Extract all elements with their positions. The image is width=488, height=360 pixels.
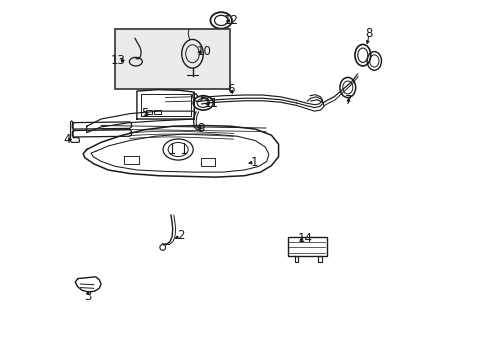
Text: 11: 11	[203, 98, 219, 111]
Bar	[115, 30, 230, 89]
Text: 12: 12	[223, 14, 238, 27]
Text: 3: 3	[83, 290, 91, 303]
Text: 2: 2	[177, 229, 184, 242]
Text: 14: 14	[297, 231, 312, 244]
Text: 6: 6	[226, 83, 234, 96]
Text: 9: 9	[197, 122, 205, 135]
Text: 7: 7	[344, 94, 351, 107]
Text: 4: 4	[63, 133, 71, 146]
Text: 1: 1	[250, 156, 258, 168]
Text: 8: 8	[365, 27, 372, 40]
Text: 13: 13	[111, 54, 125, 67]
Text: 5: 5	[141, 107, 148, 120]
Text: 10: 10	[197, 45, 211, 58]
Bar	[287, 237, 326, 256]
